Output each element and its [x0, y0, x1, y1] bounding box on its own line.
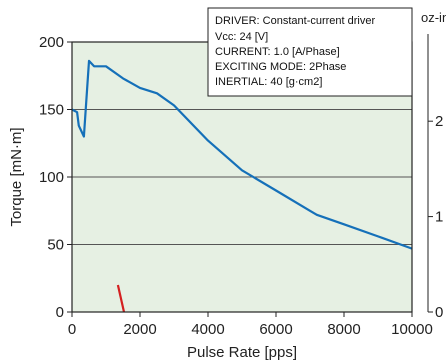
x-axis-ticks: 0 2000 4000 6000 8000 10000: [68, 312, 433, 338]
y-tick-label: 150: [39, 102, 64, 119]
y2-tick-label: 1: [435, 209, 443, 226]
info-line: Vcc: 24 [V]: [215, 31, 268, 43]
x-tick-label: 0: [68, 321, 76, 338]
x-tick-label: 6000: [259, 321, 292, 338]
x-tick-label: 4000: [191, 321, 224, 338]
series-lines: [71, 59, 413, 313]
y-tick-label: 100: [39, 169, 64, 186]
y2-tick-label: 0: [435, 304, 443, 321]
y2-axis-unit: oz-in: [421, 10, 446, 25]
info-box: DRIVER: Constant-current driver Vcc: 24 …: [207, 7, 413, 97]
info-line: EXCITING MODE: 2Phase: [215, 61, 346, 73]
y-axis-ticks: 0 50 100 150 200: [39, 34, 72, 321]
series-line: [71, 59, 413, 250]
x-tick-label: 8000: [327, 321, 360, 338]
y-tick-label: 50: [47, 237, 64, 254]
y-tick-label: 200: [39, 34, 64, 51]
x-axis-title: Pulse Rate [pps]: [187, 344, 297, 361]
info-line: INERTIAL: 40 [g·cm2]: [215, 76, 322, 88]
y-tick-label: 0: [56, 304, 64, 321]
y-axis-title: Torque [mN·m]: [8, 127, 25, 226]
info-line: CURRENT: 1.0 [A/Phase]: [215, 46, 340, 58]
x-tick-label: 2000: [123, 321, 156, 338]
grid-lines: [72, 109, 412, 245]
series-line: [116, 284, 126, 313]
info-line: DRIVER: Constant-current driver: [215, 15, 375, 27]
y2-axis-ticks: 0 1 2: [427, 34, 443, 321]
y2-tick-label: 2: [435, 113, 443, 130]
info-box-frame: [207, 7, 413, 97]
x-tick-label: 10000: [391, 321, 433, 338]
